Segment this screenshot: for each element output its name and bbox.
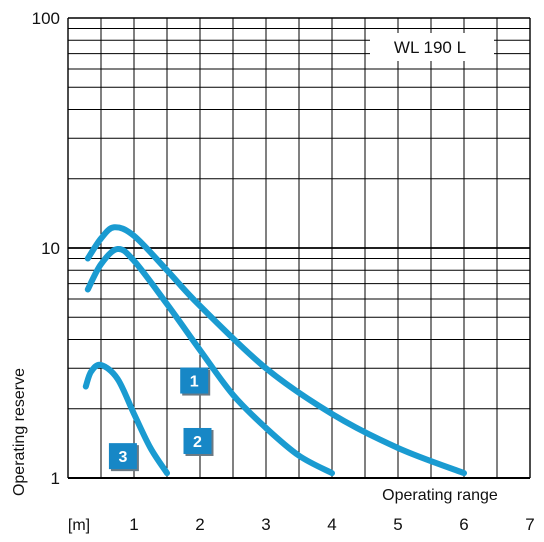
series-badge-label: 3 [118,449,127,466]
axis-labels: Operating range [m] Operating reserve [11,368,516,534]
x-tick-label: 6 [459,515,468,534]
x-tick-label: 4 [327,515,336,534]
x-tick-label: 7 [525,515,534,534]
series-badge-3: 3 [108,443,139,472]
series-badge-2: 2 [183,427,214,456]
x-tick-label: 3 [261,515,270,534]
series-badge-label: 2 [193,434,202,451]
x-unit-label: [m] [68,517,90,534]
series-badge-box [180,367,209,394]
series-badges: 1 2 3 [108,367,214,472]
y-tick-label: 100 [32,9,60,28]
series-badge-box [183,427,212,454]
y-axis-label: Operating reserve [11,368,28,496]
series-badge-label: 1 [190,374,199,391]
chart-title-box: WL 190 L [370,33,494,61]
chart-title-background [370,33,494,61]
series-lines [82,224,467,477]
y-tick-label: 1 [51,469,60,488]
series-badge-box [108,443,137,470]
grid [67,17,531,479]
tick-labels: 1 2 3 4 5 6 7 1 10 100 [32,9,535,534]
series-badge-1: 1 [180,367,211,396]
series-line-2 [84,245,335,477]
x-axis-label: Operating range [382,487,498,504]
chart-title: WL 190 L [394,38,466,57]
x-axis-label-background [364,484,516,506]
x-tick-label: 5 [393,515,402,534]
x-tick-label: 1 [129,515,138,534]
series-line-1 [84,224,467,477]
x-tick-label: 2 [195,515,204,534]
y-tick-label: 10 [41,239,60,258]
series-line-3 [82,361,170,477]
